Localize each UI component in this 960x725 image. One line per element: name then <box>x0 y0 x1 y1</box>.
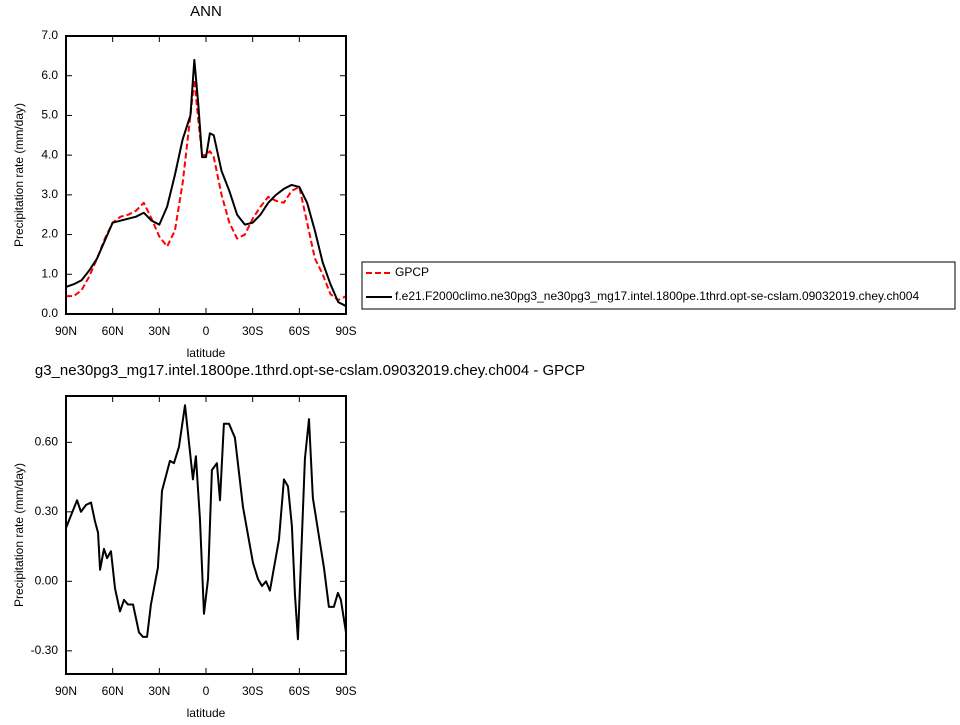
x-tick-label: 90N <box>55 684 77 698</box>
x-tick-label: 90N <box>55 324 77 338</box>
plot-frame <box>65 395 347 675</box>
data-line <box>66 78 347 302</box>
legend-label: GPCP <box>395 265 429 279</box>
y-axis-label: Precipitation rate (mm/day) <box>12 463 26 607</box>
y-tick-label: 0.0 <box>41 306 58 320</box>
y-tick-label: 6.0 <box>41 68 58 82</box>
data-line <box>65 58 347 307</box>
x-tick-label: 90S <box>335 684 356 698</box>
y-tick-label: 1.0 <box>41 266 58 280</box>
chart-title: ANN <box>190 3 222 20</box>
x-tick-label: 30N <box>148 324 170 338</box>
chart-title: g3_ne30pg3_mg17.intel.1800pe.1thrd.opt-s… <box>35 362 585 379</box>
x-tick-label: 60N <box>102 324 124 338</box>
data-line <box>65 404 347 641</box>
plot-frame <box>65 35 347 315</box>
y-tick-label: 7.0 <box>41 28 58 42</box>
x-tick-label: 60S <box>289 324 310 338</box>
y-tick-label: -0.30 <box>31 643 59 657</box>
x-axis-label: latitude <box>187 346 226 360</box>
x-tick-label: 30N <box>148 684 170 698</box>
legend-label: f.e21.F2000climo.ne30pg3_ne30pg3_mg17.in… <box>395 289 919 303</box>
y-tick-label: 0.00 <box>35 574 59 588</box>
y-tick-label: 0.60 <box>35 435 59 449</box>
x-axis-label: latitude <box>187 706 226 720</box>
x-tick-label: 0 <box>203 684 210 698</box>
y-tick-label: 0.30 <box>35 504 59 518</box>
y-tick-label: 3.0 <box>41 187 58 201</box>
x-tick-label: 0 <box>203 324 210 338</box>
y-tick-label: 4.0 <box>41 147 58 161</box>
x-tick-label: 30S <box>242 324 263 338</box>
x-tick-label: 90S <box>335 324 356 338</box>
x-tick-label: 30S <box>242 684 263 698</box>
x-tick-label: 60N <box>102 684 124 698</box>
legend-box <box>361 261 956 310</box>
x-tick-label: 60S <box>289 684 310 698</box>
y-tick-label: 2.0 <box>41 227 58 241</box>
y-axis-label: Precipitation rate (mm/day) <box>12 103 26 247</box>
y-tick-label: 5.0 <box>41 108 58 122</box>
